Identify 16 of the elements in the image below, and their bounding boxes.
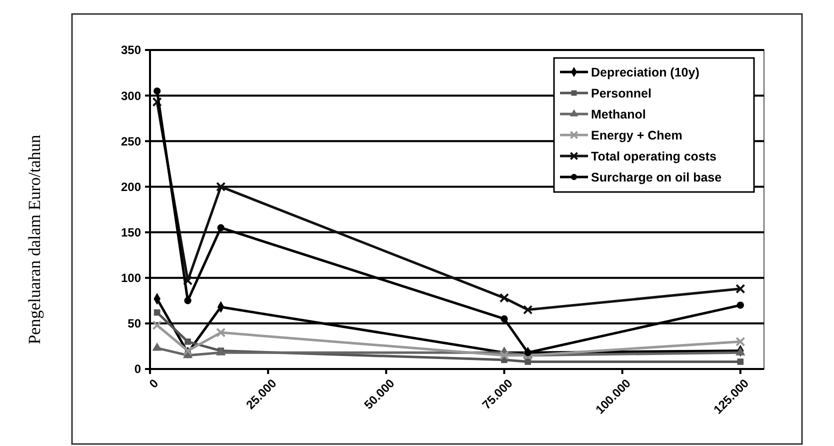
y-tick-label: 100 <box>120 271 142 286</box>
y-tick-label: 200 <box>120 180 142 194</box>
y-tick-label: 50 <box>128 316 142 331</box>
y-tick-label: 250 <box>120 134 142 148</box>
x-tick-label: 0 <box>146 376 162 391</box>
legend-label: Surcharge on oil base <box>591 170 722 184</box>
y-tick-label: 0 <box>134 362 142 376</box>
legend-label: Total operating costs <box>591 149 717 164</box>
legend-label: Energy + Chem <box>591 128 682 142</box>
y-tick-label: 150 <box>120 225 142 240</box>
y-axis-title: Pengeluaran dalam Euro/tahun <box>25 134 44 344</box>
legend-label: Depreciation (10y) <box>591 65 700 80</box>
y-tick-label: 350 <box>120 43 142 58</box>
legend-label: Personnel <box>591 86 652 100</box>
y-tick-label: 300 <box>120 88 142 103</box>
legend-label: Methanol <box>591 107 646 122</box>
